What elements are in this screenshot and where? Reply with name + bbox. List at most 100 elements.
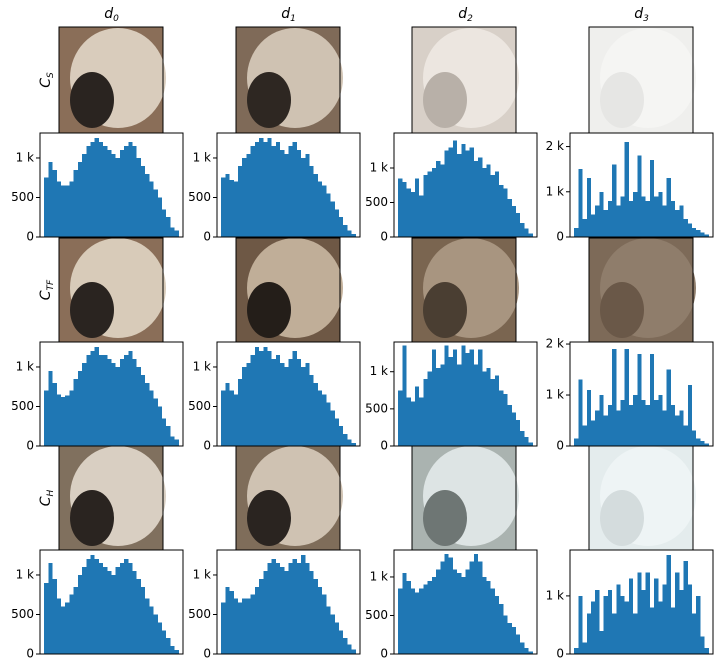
bar [503, 188, 508, 237]
bar [229, 590, 234, 654]
bar [574, 648, 579, 654]
bar [166, 217, 171, 237]
bar [461, 576, 466, 654]
bar [77, 370, 83, 446]
bar [499, 390, 504, 446]
bar [242, 157, 247, 237]
bar [398, 588, 403, 654]
image [235, 237, 343, 343]
bar [242, 366, 247, 446]
bar [48, 370, 53, 446]
bar [578, 379, 583, 446]
bar [633, 395, 638, 446]
bar [683, 425, 688, 446]
axes-frame [216, 549, 361, 655]
image [235, 445, 343, 551]
image [588, 237, 696, 343]
histogram: 0 500 1 k [365, 341, 538, 453]
bar [225, 173, 230, 237]
bar [119, 563, 125, 654]
bar [124, 355, 129, 446]
bar [616, 584, 621, 654]
bar [511, 205, 516, 237]
bar [73, 378, 78, 446]
bar [507, 623, 512, 654]
bar [149, 390, 154, 446]
bar [145, 173, 150, 237]
bar [574, 227, 579, 237]
bar [696, 230, 701, 237]
bar [305, 363, 310, 446]
bar [82, 154, 87, 237]
bar [427, 171, 432, 237]
bar [452, 349, 458, 446]
bar [612, 613, 617, 654]
bar [683, 218, 688, 237]
bar [436, 161, 441, 237]
bar [658, 601, 663, 654]
bar [666, 178, 671, 237]
title-symbol: d [634, 6, 643, 22]
bar [494, 375, 500, 446]
bar [250, 146, 255, 237]
bar [436, 569, 441, 654]
bar [326, 402, 331, 446]
bar [675, 572, 680, 654]
bar [330, 614, 335, 654]
bar [402, 573, 407, 654]
y-tick-label: 1 k [546, 588, 564, 602]
y-tick-label: 500 [11, 190, 34, 204]
title-symbol: d [281, 6, 290, 22]
bar [69, 181, 74, 237]
bar [662, 205, 667, 237]
bar [494, 171, 500, 237]
bar [515, 420, 521, 446]
bar [145, 598, 150, 654]
image [411, 445, 519, 551]
bar [478, 349, 483, 446]
bar [658, 395, 663, 446]
bar [221, 177, 226, 237]
bar [687, 223, 692, 237]
bar [591, 601, 596, 654]
bar [322, 185, 327, 237]
bar [170, 227, 175, 237]
row-label: CTF [38, 279, 56, 300]
bar [98, 142, 104, 237]
y-tick-label: 500 [365, 195, 388, 209]
bar [406, 580, 411, 654]
bar [280, 150, 285, 237]
bar [103, 146, 108, 237]
bar [292, 142, 297, 237]
bar [624, 142, 629, 237]
bar [170, 436, 175, 446]
bar [250, 355, 255, 446]
bar [670, 200, 676, 237]
bar [322, 394, 327, 446]
bar [263, 347, 268, 446]
bar [620, 400, 625, 446]
bar [490, 174, 495, 237]
bar [103, 355, 108, 446]
bar [415, 592, 420, 654]
bar [326, 193, 331, 237]
y-tick-label: 500 [11, 607, 34, 621]
y-tick-label: 1 k [193, 567, 211, 581]
axes-frame [39, 549, 184, 655]
bar [69, 390, 74, 446]
bar [161, 209, 167, 237]
bar [444, 553, 449, 654]
bar [103, 567, 108, 654]
bar [524, 437, 529, 446]
bar [153, 398, 158, 446]
column-title: d1 [281, 6, 296, 24]
bar [465, 353, 470, 446]
bar [670, 405, 676, 446]
bar [448, 356, 453, 446]
bar [511, 412, 516, 446]
bar [90, 142, 95, 237]
axes-frame [569, 549, 714, 655]
bar [440, 164, 445, 237]
y-tick-label: 0 [556, 647, 564, 659]
